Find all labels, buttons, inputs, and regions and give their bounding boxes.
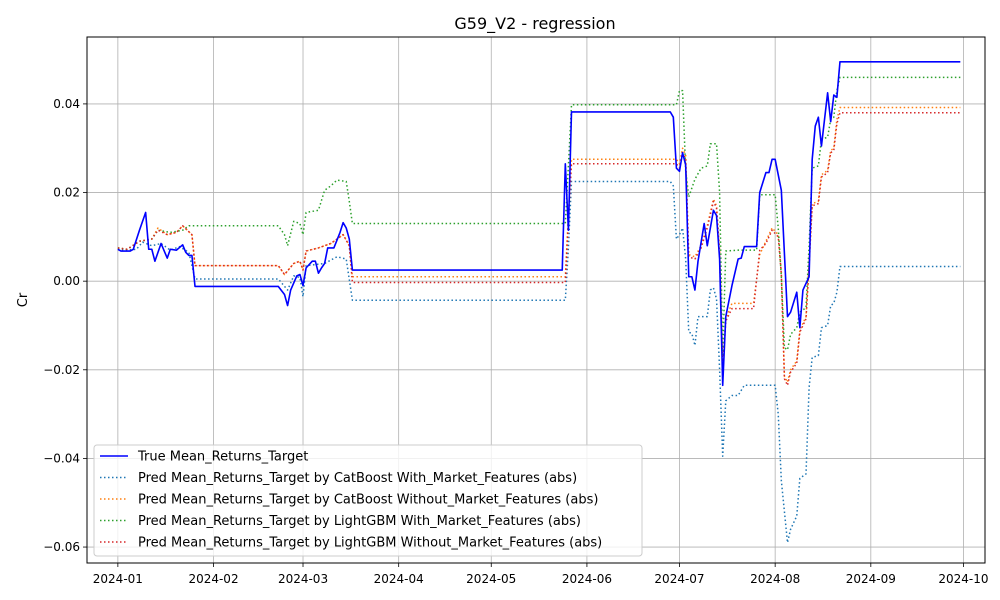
legend-label: Pred Mean_Returns_Target by LightGBM Wit… — [138, 536, 602, 551]
x-tick-label: 2024-09 — [846, 572, 896, 586]
series-line — [117, 76, 961, 356]
x-tick-label: 2024-08 — [750, 572, 800, 586]
x-tick-label: 2024-04 — [374, 572, 424, 586]
x-tick-label: 2024-05 — [466, 572, 516, 586]
chart-title: G59_V2 - regression — [454, 14, 615, 34]
x-tick-label: 2024-02 — [188, 572, 238, 586]
y-axis-ticks: −0.06 −0.04 −0.02 0.00 0.02 0.04 — [43, 97, 87, 554]
x-tick-label: 2024-07 — [654, 572, 704, 586]
legend-label: True Mean_Returns_Target — [137, 450, 308, 465]
series-lines — [117, 61, 961, 544]
plot-frame — [86, 36, 986, 564]
y-tick-label: 0.00 — [53, 274, 80, 288]
series-line — [117, 61, 961, 387]
legend: True Mean_Returns_Target Pred Mean_Return… — [93, 444, 643, 557]
y-tick-label: −0.04 — [43, 451, 80, 465]
x-tick-label: 2024-06 — [562, 572, 612, 586]
x-axis-ticks: 2024-01 2024-02 2024-03 2024-04 2024-05 2024-… — [93, 563, 988, 586]
y-tick-label: −0.02 — [43, 363, 80, 377]
y-tick-label: 0.04 — [53, 97, 80, 111]
series-line — [117, 180, 961, 544]
series-line — [117, 106, 961, 383]
y-axis-label: Cr — [16, 292, 31, 307]
x-tick-label: 2024-01 — [93, 572, 143, 586]
legend-label: Pred Mean_Returns_Target by CatBoost Wit… — [138, 493, 598, 508]
legend-box — [93, 444, 643, 557]
legend-label: Pred Mean_Returns_Target by CatBoost Wit… — [138, 471, 577, 486]
legend-label: Pred Mean_Returns_Target by LightGBM Wit… — [138, 514, 581, 529]
y-tick-label: 0.02 — [53, 186, 80, 200]
x-tick-label: 2024-03 — [278, 572, 328, 586]
y-tick-label: −0.06 — [43, 540, 80, 554]
x-tick-label: 2024-10 — [938, 572, 988, 586]
